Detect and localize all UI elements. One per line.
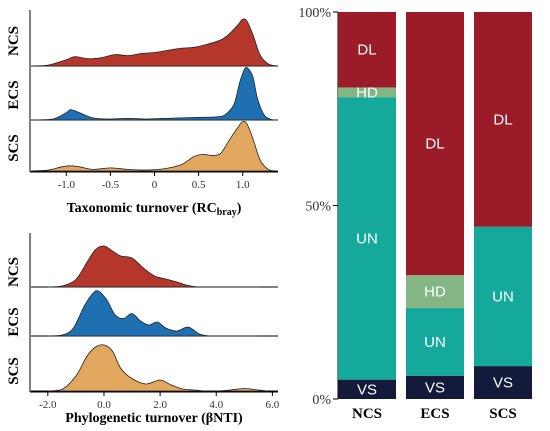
bar-label-ncs-vs: VS bbox=[357, 381, 377, 398]
panel-b-ridge-ecs bbox=[47, 290, 259, 337]
bar-label-scs-dl: DL bbox=[493, 111, 512, 128]
panel-c-ytick-label-2: 100% bbox=[298, 6, 331, 21]
bar-label-scs-vs: VS bbox=[493, 375, 513, 392]
bar-label-ncs-hd: HD bbox=[356, 84, 378, 101]
bar-label-scs-un: UN bbox=[492, 288, 514, 305]
bar-label-ecs-dl: DL bbox=[425, 136, 444, 153]
panel-b-label-scs: SCS bbox=[6, 357, 22, 385]
bar-label-ncs-un: UN bbox=[356, 230, 378, 247]
panel-a-xtick-label-1: -0.5 bbox=[102, 179, 120, 191]
bar-label-ecs-vs: VS bbox=[425, 379, 445, 396]
bar-ncs-dl bbox=[338, 12, 396, 88]
bar-label-ncs-dl: DL bbox=[357, 42, 376, 59]
panel-a-ridge-scs bbox=[30, 121, 279, 172]
panel-b-xtick-label-2: 2.0 bbox=[153, 399, 167, 411]
panel-a-label-scs: SCS bbox=[6, 134, 22, 162]
panel-b-xtick-label-3: 4.0 bbox=[209, 399, 223, 411]
stacked-bar-panel: 0% 50% 100% VS UN HD DL NCS VS UN HD DL ECS VS UN DL SC… bbox=[298, 6, 532, 422]
bar-label-ecs-un: UN bbox=[424, 334, 446, 351]
panel-a-x-title: Taxonomic turnover (RCbray) bbox=[67, 201, 242, 218]
panel-a-xtick-label-4: 1.0 bbox=[236, 179, 250, 191]
bar-category-ncs: NCS bbox=[352, 406, 382, 422]
panel-c-ytick-label-1: 50% bbox=[305, 200, 331, 215]
bar-label-ecs-hd: HD bbox=[424, 284, 446, 301]
bar-ncs-un bbox=[338, 97, 396, 380]
panel-a-ridge-ncs bbox=[30, 18, 279, 67]
panel-a-ridge-ecs bbox=[30, 67, 278, 121]
panel-b-ridge-scs bbox=[47, 344, 267, 392]
panel-a-label-ncs: NCS bbox=[6, 26, 22, 56]
panel-a-label-ecs: ECS bbox=[6, 80, 22, 109]
panel-b-ridge-ncs bbox=[47, 245, 259, 288]
bar-ecs-vs bbox=[406, 375, 464, 399]
bar-scs-vs bbox=[474, 366, 532, 399]
bar-category-scs: SCS bbox=[489, 406, 517, 422]
panel-b-xtick-label-4: 6.0 bbox=[266, 399, 280, 411]
panel-b-xtick-label-0: -2.0 bbox=[39, 399, 57, 411]
panel-b-label-ncs: NCS bbox=[6, 257, 22, 287]
panel-a-xtick-label-3: 0.5 bbox=[192, 179, 206, 191]
bar-scs-un bbox=[474, 226, 532, 367]
bar-ecs-hd bbox=[406, 275, 464, 309]
phylogenetic-ridgeline-panel: -2.0 0.0 2.0 4.0 6.0 NCS ECS SCS Phylogeneti… bbox=[6, 233, 280, 426]
bar-ncs-vs bbox=[338, 379, 396, 399]
panel-a-xtick-label-0: -1.0 bbox=[58, 179, 76, 191]
bar-ecs-un bbox=[406, 308, 464, 376]
panel-b-label-ecs: ECS bbox=[6, 307, 22, 336]
bar-ncs-hd bbox=[338, 87, 396, 98]
bar-scs-dl bbox=[474, 12, 532, 227]
bar-ecs-dl bbox=[406, 12, 464, 276]
panel-b-xtick-label-1: 0.0 bbox=[97, 399, 111, 411]
panel-b-x-title: Phylogenetic turnover (βNTI) bbox=[65, 411, 243, 426]
panel-c-ytick-label-0: 0% bbox=[312, 393, 331, 408]
panel-a-xtick-label-2: 0 bbox=[152, 179, 158, 191]
taxonomic-ridgeline-panel: -1.0 -0.5 0 0.5 1.0 NCS ECS SCS Taxonomic tu… bbox=[6, 10, 279, 218]
bar-category-ecs: ECS bbox=[420, 406, 449, 422]
